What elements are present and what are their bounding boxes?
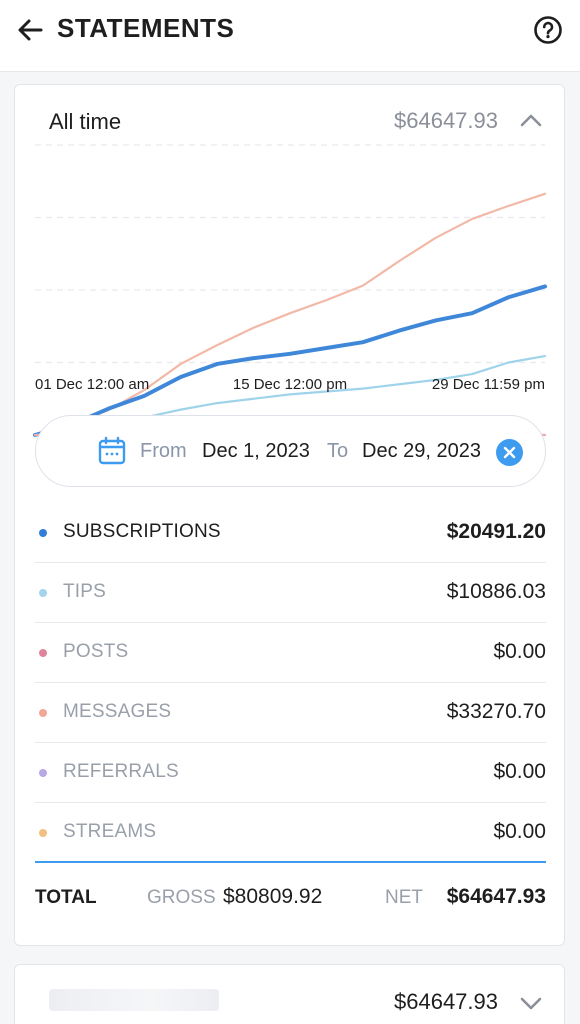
statement-header[interactable]: All time $64647.93 bbox=[15, 85, 564, 157]
gross-label: GROSS bbox=[147, 887, 216, 908]
chart-x-axis: 01 Dec 12:00 am 15 Dec 12:00 pm 29 Dec 11:… bbox=[35, 376, 545, 393]
blurred-label bbox=[49, 989, 219, 1011]
category-dot bbox=[39, 649, 47, 657]
category-amount: $0.00 bbox=[493, 820, 546, 843]
x-tick-label: 15 Dec 12:00 pm bbox=[233, 376, 347, 393]
arrow-left-icon bbox=[18, 19, 43, 41]
category-label: MESSAGES bbox=[63, 701, 172, 722]
earnings-chart: 01 Dec 12:00 am 15 Dec 12:00 pm 29 Dec 11:… bbox=[33, 144, 547, 437]
x-tick-label: 29 Dec 11:59 pm bbox=[432, 376, 545, 393]
chevron-up-icon[interactable] bbox=[518, 109, 544, 131]
category-dot bbox=[39, 589, 47, 597]
x-tick-label: 01 Dec 12:00 am bbox=[35, 376, 149, 393]
end-date[interactable]: Dec 29, 2023 bbox=[362, 440, 481, 462]
category-amount: $20491.20 bbox=[446, 520, 546, 543]
category-label: SUBSCRIPTIONS bbox=[63, 521, 221, 542]
series-line-subscriptions bbox=[33, 284, 547, 437]
category-row[interactable]: TIPS $10886.03 bbox=[35, 563, 546, 623]
category-row[interactable]: REFERRALS $0.00 bbox=[35, 743, 546, 803]
category-row[interactable]: MESSAGES $33270.70 bbox=[35, 683, 546, 743]
category-row[interactable]: SUBSCRIPTIONS $20491.20 bbox=[35, 503, 546, 563]
calendar-icon bbox=[98, 436, 126, 465]
second-statement-total: $64647.93 bbox=[394, 989, 498, 1014]
second-statement-card[interactable]: $64647.93 bbox=[14, 964, 565, 1024]
statement-card: All time $64647.93 01 Dec 12:00 am 15 Dec… bbox=[14, 84, 565, 946]
start-date[interactable]: Dec 1, 2023 bbox=[202, 440, 310, 462]
back-button[interactable] bbox=[12, 12, 48, 48]
close-circle-icon bbox=[503, 446, 516, 459]
total-label: TOTAL bbox=[35, 887, 97, 908]
category-amount: $10886.03 bbox=[446, 580, 546, 603]
category-dot bbox=[39, 709, 47, 717]
category-label: TIPS bbox=[63, 581, 107, 602]
page-title: STATEMENTS bbox=[57, 13, 235, 43]
category-label: POSTS bbox=[63, 641, 129, 662]
statement-total: $64647.93 bbox=[394, 108, 498, 133]
category-dot bbox=[39, 829, 47, 837]
category-amount: $33270.70 bbox=[446, 700, 546, 723]
question-circle-icon bbox=[534, 16, 562, 44]
category-dot bbox=[39, 529, 47, 537]
net-value: $64647.93 bbox=[446, 885, 546, 908]
chevron-down-icon[interactable] bbox=[518, 993, 544, 1015]
gross-value: $80809.92 bbox=[223, 885, 323, 908]
category-amount: $0.00 bbox=[493, 760, 546, 783]
category-dot bbox=[39, 769, 47, 777]
category-row[interactable]: STREAMS $0.00 bbox=[35, 803, 546, 863]
category-list: SUBSCRIPTIONS $20491.20 TIPS $10886.03 POSTS… bbox=[35, 503, 546, 863]
totals-row: TOTAL GROSS $80809.92 NET $64647.93 bbox=[35, 879, 546, 919]
clear-date-button[interactable] bbox=[496, 439, 523, 466]
category-row[interactable]: POSTS $0.00 bbox=[35, 623, 546, 683]
chart-grid bbox=[35, 144, 545, 364]
from-label: From bbox=[140, 440, 187, 462]
top-bar: STATEMENTS bbox=[0, 0, 580, 72]
category-label: REFERRALS bbox=[63, 761, 179, 782]
category-amount: $0.00 bbox=[493, 640, 546, 663]
help-button[interactable] bbox=[530, 12, 566, 48]
category-label: STREAMS bbox=[63, 821, 157, 842]
net-label: NET bbox=[385, 887, 423, 908]
range-label: All time bbox=[49, 109, 122, 134]
chart-lines bbox=[33, 192, 547, 437]
date-range-picker[interactable]: From Dec 1, 2023 To Dec 29, 2023 bbox=[35, 415, 546, 487]
to-label: To bbox=[327, 440, 349, 462]
